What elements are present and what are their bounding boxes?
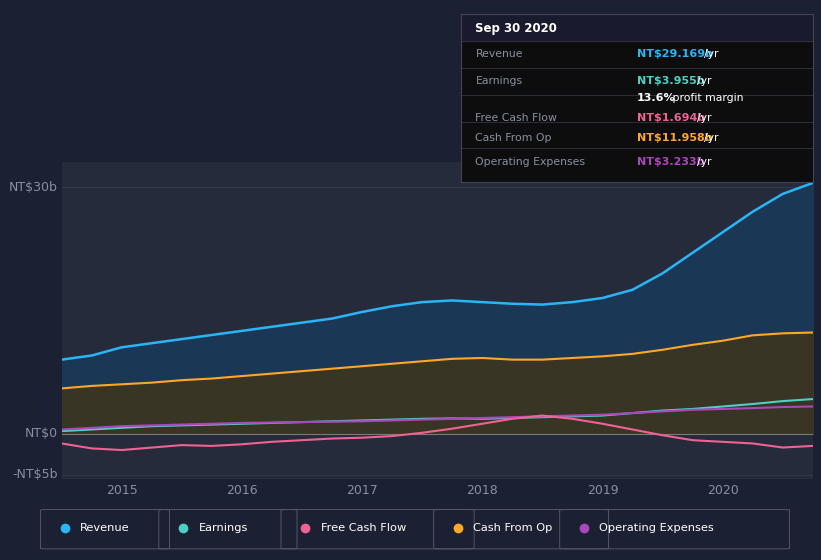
Text: NT$3.955b: NT$3.955b — [637, 76, 704, 86]
Text: /yr: /yr — [697, 157, 712, 167]
Text: NT$11.958b: NT$11.958b — [637, 133, 713, 143]
Text: Earnings: Earnings — [475, 76, 523, 86]
Text: Operating Expenses: Operating Expenses — [475, 157, 585, 167]
Text: NT$0: NT$0 — [25, 427, 57, 440]
Text: 13.6%: 13.6% — [637, 93, 676, 103]
Text: NT$29.169b: NT$29.169b — [637, 49, 713, 59]
Text: Cash From Op: Cash From Op — [474, 523, 553, 533]
Text: /yr: /yr — [704, 49, 718, 59]
Text: NT$3.233b: NT$3.233b — [637, 157, 704, 167]
Bar — [461, 14, 813, 41]
Text: Cash From Op: Cash From Op — [475, 133, 552, 143]
Text: /yr: /yr — [697, 76, 712, 86]
Text: Earnings: Earnings — [199, 523, 248, 533]
Text: Revenue: Revenue — [80, 523, 130, 533]
Text: NT$30b: NT$30b — [9, 180, 57, 194]
Text: Revenue: Revenue — [475, 49, 523, 59]
Text: profit margin: profit margin — [669, 93, 743, 103]
Text: /yr: /yr — [704, 133, 718, 143]
Text: Operating Expenses: Operating Expenses — [599, 523, 714, 533]
Text: Free Cash Flow: Free Cash Flow — [321, 523, 406, 533]
Text: Sep 30 2020: Sep 30 2020 — [475, 22, 557, 35]
Text: /yr: /yr — [697, 113, 712, 123]
Text: -NT$5b: -NT$5b — [12, 468, 57, 481]
Text: Free Cash Flow: Free Cash Flow — [475, 113, 557, 123]
Text: NT$1.694b: NT$1.694b — [637, 113, 705, 123]
